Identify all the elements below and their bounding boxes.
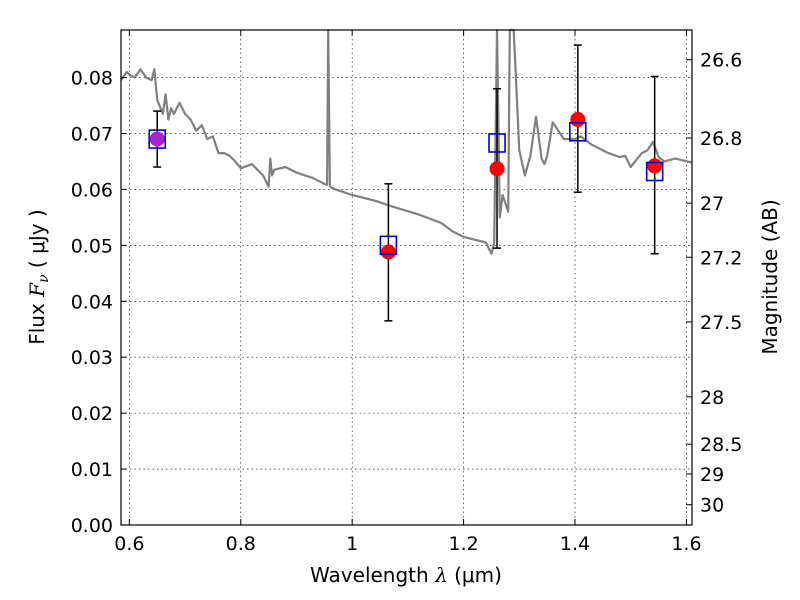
y-axis-label: Flux Fν ( μJy ) <box>25 209 52 345</box>
x-tick-label: 0.6 <box>114 533 144 555</box>
y2-axis: 26.6 26.8 27 27.2 27.5 28 28.5 29 30 <box>686 50 742 517</box>
y2-axis-label: Magnitude (AB) <box>758 199 782 354</box>
y-tick-label: 0.00 <box>71 515 113 537</box>
observed-point <box>380 244 396 260</box>
observed-point <box>570 111 586 127</box>
observed-point <box>489 161 505 177</box>
y-tick-label: 0.03 <box>71 347 113 369</box>
y2-tick-label: 29 <box>700 464 724 486</box>
y-tick-label: 0.01 <box>71 459 113 481</box>
y2-tick-label: 30 <box>700 495 724 517</box>
x-tick-label: 1 <box>346 533 358 555</box>
y-axis: 0.00 0.01 0.02 0.03 0.04 0.05 0.06 0.07 0.08 <box>71 68 127 537</box>
model-series <box>148 121 664 256</box>
x-tick-label: 1.2 <box>448 533 478 555</box>
model-point <box>379 235 398 256</box>
y-tick-label: 0.06 <box>71 179 113 201</box>
y-tick-label: 0.07 <box>71 123 113 145</box>
model-point <box>645 161 664 182</box>
y2-tick-label: 26.8 <box>700 128 742 150</box>
model-point <box>488 133 506 153</box>
y-tick-label: 0.08 <box>71 68 113 90</box>
y2-tick-label: 26.6 <box>700 50 742 72</box>
x-axis: 0.6 0.8 1 1.2 1.4 1.6 <box>114 30 702 555</box>
x-tick-label: 1.4 <box>560 533 590 555</box>
model-point <box>148 129 167 149</box>
grid <box>121 30 692 526</box>
y-tick-label: 0.04 <box>71 291 113 313</box>
x-axis-label: Wavelength λ (μm) <box>310 563 502 587</box>
observed-point <box>647 158 663 174</box>
spectrum-series <box>120 28 693 255</box>
y-tick-label: 0.02 <box>71 403 113 425</box>
observed-series <box>149 44 663 322</box>
plot-frame <box>120 29 693 526</box>
spectrum-line <box>120 28 693 255</box>
x-tick-label: 0.8 <box>226 533 256 555</box>
y-tick-label: 0.05 <box>71 235 113 257</box>
observed-point <box>149 131 165 147</box>
y2-tick-label: 27 <box>700 193 724 215</box>
x-tick-label: 1.6 <box>671 533 701 555</box>
y2-tick-label: 28.5 <box>700 434 742 456</box>
y2-tick-label: 28 <box>700 387 724 409</box>
y2-tick-label: 27.5 <box>700 312 742 334</box>
y2-tick-label: 27.2 <box>700 247 742 269</box>
model-point <box>568 121 587 142</box>
